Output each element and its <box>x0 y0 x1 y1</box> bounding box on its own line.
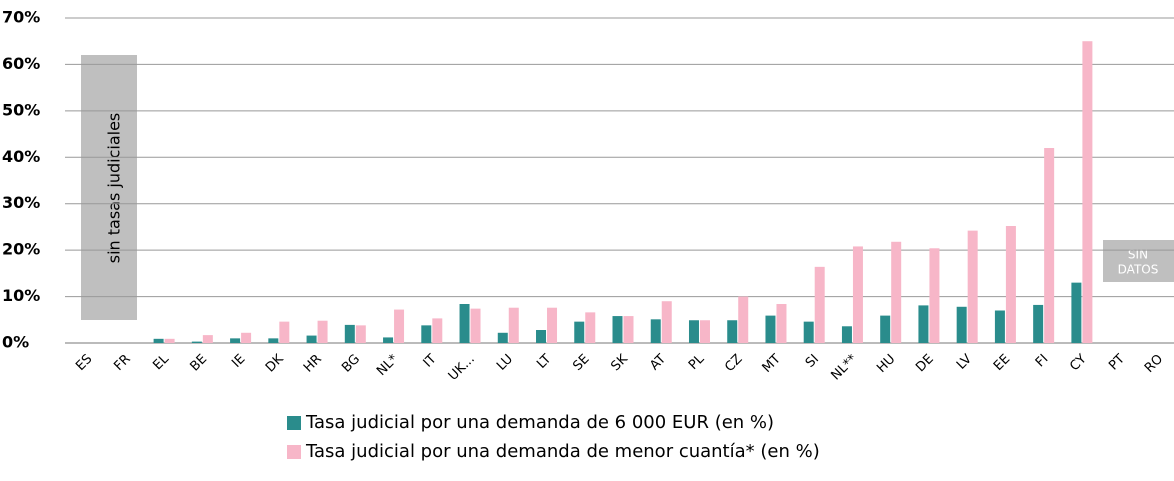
bar <box>623 316 634 343</box>
bar <box>1033 304 1044 343</box>
bar <box>738 296 749 343</box>
y-tick-label: 50% <box>2 100 40 119</box>
annotation: SIN <box>1128 248 1148 262</box>
x-tick-label: BE <box>187 352 210 375</box>
bar <box>765 315 776 343</box>
bar <box>547 307 558 343</box>
x-tick-label: BG <box>339 352 363 376</box>
bar <box>574 321 585 343</box>
x-tick-label: SK <box>608 351 631 374</box>
y-tick-label: 10% <box>2 286 40 305</box>
bar <box>470 308 481 343</box>
bar <box>153 338 164 343</box>
x-tick-label: UK... <box>446 352 478 384</box>
x-tick-label: MT <box>760 352 784 376</box>
bar <box>776 304 787 343</box>
bar <box>230 338 241 343</box>
bar <box>841 326 852 343</box>
bar <box>699 320 710 343</box>
x-tick-label: RO <box>1142 352 1166 376</box>
x-tick-label: SE <box>570 352 592 374</box>
x-tick-label: PT <box>1106 352 1128 374</box>
x-tick-label: AT <box>647 352 669 374</box>
y-tick-label: 60% <box>2 54 40 73</box>
legend-swatch <box>287 416 301 430</box>
x-tick-label: HR <box>301 352 325 376</box>
x-tick-label: ES <box>73 352 95 374</box>
x-tick-label: DE <box>913 352 937 376</box>
bar <box>803 321 814 343</box>
x-tick-label: FI <box>1033 352 1052 371</box>
bar <box>344 324 355 343</box>
bar <box>994 310 1005 343</box>
x-tick-label: NL** <box>828 351 860 383</box>
y-tick-label: 0% <box>2 333 29 352</box>
y-tick-label: 40% <box>2 147 40 166</box>
bar <box>956 306 967 343</box>
x-tick-label: CZ <box>722 352 745 375</box>
bar <box>459 304 470 343</box>
bar <box>355 325 366 343</box>
x-tick-label: SI <box>803 352 822 371</box>
bar <box>585 312 596 343</box>
bar <box>1082 41 1093 343</box>
annotation: DATOS <box>1118 263 1159 277</box>
x-tick-label: LU <box>494 352 516 374</box>
bar <box>432 318 443 343</box>
bar <box>421 325 432 343</box>
legend-label: Tasa judicial por una demanda de 6 000 E… <box>305 412 774 433</box>
bar <box>967 230 978 343</box>
x-tick-label: CY <box>1067 352 1090 375</box>
x-tick-label: EL <box>150 351 172 373</box>
bar <box>279 321 290 343</box>
bar <box>508 307 519 343</box>
x-tick-label: DK <box>263 351 287 375</box>
bar <box>929 248 940 343</box>
y-tick-label: 70% <box>2 8 40 27</box>
y-tick-label: 30% <box>2 193 40 212</box>
bar <box>918 305 929 343</box>
bar <box>1071 282 1082 343</box>
bar <box>661 301 672 343</box>
bar <box>814 266 825 343</box>
bar <box>880 315 891 343</box>
bar <box>497 332 508 343</box>
bar <box>727 320 738 343</box>
bar <box>317 320 328 343</box>
bar <box>1044 148 1055 343</box>
bar <box>852 246 863 343</box>
bar <box>306 335 317 343</box>
bar <box>612 316 623 343</box>
legend-label: Tasa judicial por una demanda de menor c… <box>305 441 820 462</box>
x-tick-label: HU <box>874 352 898 376</box>
annotation: sin tasas judiciales <box>105 113 124 264</box>
bar <box>1005 226 1016 343</box>
bar <box>891 241 902 343</box>
bar <box>688 320 699 343</box>
no-data-box <box>1103 240 1174 282</box>
bar <box>241 332 252 343</box>
x-tick-label: EE <box>991 352 1013 374</box>
bar <box>650 319 661 343</box>
bar <box>383 337 394 343</box>
x-tick-label: LT <box>534 352 554 372</box>
x-tick-label: NL* <box>374 351 402 379</box>
bar <box>394 309 405 343</box>
x-tick-label: PL <box>686 351 708 373</box>
x-tick-label: FR <box>111 352 133 374</box>
x-tick-label: IT <box>421 352 440 371</box>
x-tick-label: IE <box>229 352 248 371</box>
y-tick-label: 20% <box>2 240 40 259</box>
bar <box>164 338 175 343</box>
legend-swatch <box>287 445 301 459</box>
bar <box>202 335 213 343</box>
no-fee-box <box>81 55 137 320</box>
bar <box>191 341 202 343</box>
x-tick-label: LV <box>954 352 975 373</box>
bar <box>268 338 279 343</box>
bar <box>536 330 547 343</box>
